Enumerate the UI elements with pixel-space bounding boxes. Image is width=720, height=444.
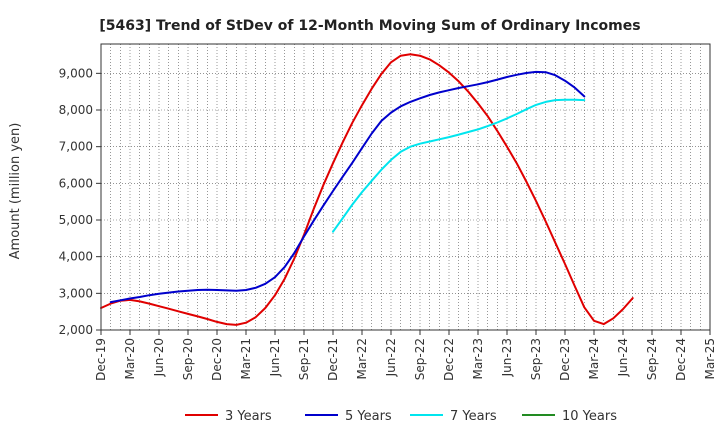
- x-tick-label: Sep-22: [413, 338, 427, 380]
- series-line-3-years: [100, 53, 634, 326]
- y-tick-label: 7,000: [59, 140, 93, 154]
- y-tick-label: 2,000: [59, 323, 93, 337]
- x-tick-label: Dec-24: [674, 338, 688, 381]
- x-tick-label: Dec-23: [558, 338, 572, 381]
- x-tick-label: Dec-21: [326, 338, 340, 381]
- x-tick-label: Dec-20: [210, 338, 224, 381]
- legend-label-10-years: 10 Years: [562, 409, 617, 424]
- legend-label-7-years: 7 Years: [450, 409, 497, 424]
- plot-frame: [100, 43, 711, 331]
- x-tick-label: Sep-21: [297, 338, 311, 380]
- series-layer: [100, 53, 634, 326]
- axis-layer: 2,000 3,000 4,000 5,000 6,000 7,000 8,000 9,000…: [59, 43, 717, 381]
- y-tick-label: 4,000: [59, 250, 93, 264]
- series-line-5-years: [109, 70, 586, 304]
- x-tick-label: Sep-23: [529, 338, 543, 380]
- x-tick-label: Jun-20: [152, 338, 166, 377]
- y-tick-label: 3,000: [59, 286, 93, 300]
- x-tick-label: Jun-24: [616, 338, 630, 377]
- grid-layer: [100, 44, 711, 331]
- x-tick-label: Mar-25: [703, 338, 717, 379]
- x-tick-label: Mar-24: [587, 338, 601, 379]
- y-axis-label: Amount (million yen): [8, 123, 23, 260]
- x-tick-label: Mar-20: [123, 338, 137, 379]
- x-tick-label: Mar-23: [471, 338, 485, 379]
- x-tick-label: Mar-21: [239, 338, 253, 379]
- x-tick-label: Mar-22: [355, 338, 369, 379]
- series-line-7-years: [332, 98, 586, 233]
- legend: 3 Years 5 Years 7 Years 10 Years: [185, 409, 617, 424]
- chart-title: [5463] Trend of StDev of 12-Month Moving…: [99, 18, 640, 34]
- legend-label-5-years: 5 Years: [345, 409, 392, 424]
- x-tick-label: Jun-21: [268, 338, 282, 377]
- x-tick-label: Dec-22: [442, 338, 456, 381]
- y-tick-label: 8,000: [59, 103, 93, 117]
- y-tick-label: 5,000: [59, 213, 93, 227]
- x-tick-label: Sep-24: [645, 338, 659, 380]
- x-tick-label: Jun-22: [384, 338, 398, 377]
- x-tick-label: Dec-19: [94, 338, 108, 381]
- y-tick-label: 6,000: [59, 176, 93, 190]
- legend-label-3-years: 3 Years: [225, 409, 272, 424]
- x-tick-label: Sep-20: [181, 338, 195, 380]
- y-tick-label: 9,000: [59, 66, 93, 80]
- x-tick-label: Jun-23: [500, 338, 514, 377]
